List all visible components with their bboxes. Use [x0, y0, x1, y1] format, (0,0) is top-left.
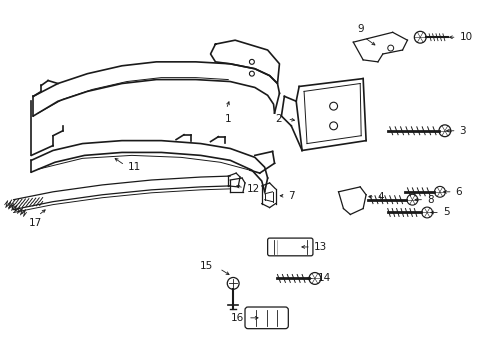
FancyBboxPatch shape: [268, 238, 313, 256]
Text: 15: 15: [200, 261, 214, 271]
Text: 17: 17: [28, 219, 42, 228]
Text: 2: 2: [275, 114, 281, 124]
FancyBboxPatch shape: [245, 307, 288, 329]
Text: 12: 12: [247, 184, 260, 194]
Text: 5: 5: [443, 207, 449, 217]
Text: 14: 14: [318, 274, 331, 283]
Text: 1: 1: [225, 114, 232, 124]
Text: 3: 3: [460, 126, 466, 136]
Text: 7: 7: [288, 191, 295, 201]
Text: 16: 16: [231, 313, 244, 323]
Text: 11: 11: [128, 162, 141, 172]
Text: 10: 10: [460, 32, 473, 42]
Text: 6: 6: [456, 187, 463, 197]
Text: 8: 8: [427, 195, 434, 205]
Text: 4: 4: [378, 192, 385, 202]
Text: 13: 13: [314, 242, 327, 252]
Text: 9: 9: [357, 24, 364, 34]
